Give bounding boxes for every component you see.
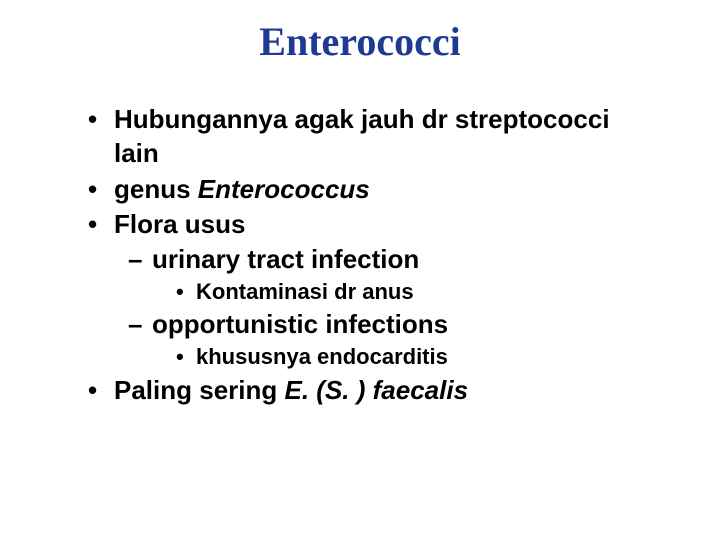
bullet-list-lvl2: urinary tract infection Kontaminasi dr a…	[114, 242, 660, 372]
slide: Enterococci Hubungannya agak jauh dr str…	[0, 0, 720, 540]
bullet-item: khususnya endocarditis	[176, 342, 660, 372]
bullet-text: opportunistic infections	[152, 309, 448, 339]
bullet-list-lvl3: Kontaminasi dr anus	[152, 277, 660, 307]
bullet-text: Hubungannya agak jauh dr streptococci la…	[114, 104, 610, 168]
bullet-text: Kontaminasi dr anus	[196, 279, 414, 304]
slide-title: Enterococci	[60, 18, 660, 65]
bullet-item: urinary tract infection Kontaminasi dr a…	[128, 242, 660, 307]
bullet-text-italic: E. (S. ) faecalis	[285, 375, 469, 405]
bullet-item: genus Enterococcus	[88, 173, 660, 207]
bullet-item: Hubungannya agak jauh dr streptococci la…	[88, 103, 660, 171]
bullet-text: Flora usus	[114, 209, 245, 239]
bullet-text: khususnya endocarditis	[196, 344, 448, 369]
bullet-text: urinary tract infection	[152, 244, 419, 274]
slide-body: Hubungannya agak jauh dr streptococci la…	[60, 103, 660, 408]
bullet-item: Paling sering E. (S. ) faecalis	[88, 374, 660, 408]
bullet-item: Flora usus urinary tract infection Konta…	[88, 208, 660, 371]
bullet-text: genus	[114, 174, 198, 204]
bullet-list-lvl3: khususnya endocarditis	[152, 342, 660, 372]
bullet-text-italic: Enterococcus	[198, 174, 370, 204]
bullet-text: Paling sering	[114, 375, 285, 405]
bullet-item: opportunistic infections khususnya endoc…	[128, 307, 660, 372]
bullet-list-lvl1: Hubungannya agak jauh dr streptococci la…	[88, 103, 660, 408]
bullet-item: Kontaminasi dr anus	[176, 277, 660, 307]
